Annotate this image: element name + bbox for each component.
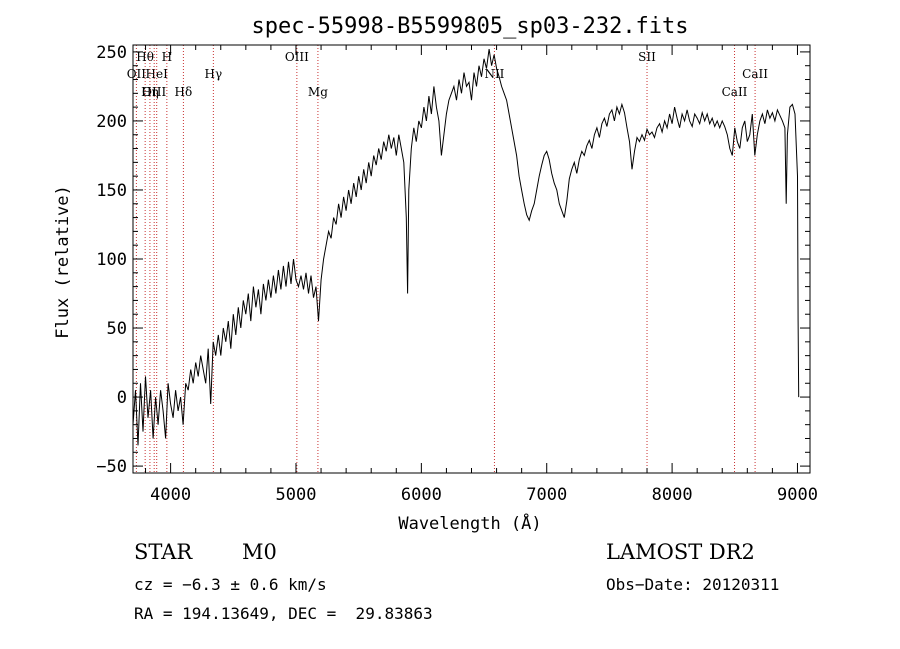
line-marker-label: CaII bbox=[722, 85, 748, 99]
ra-dec: RA = 194.13649, DEC = 29.83863 bbox=[134, 604, 433, 623]
plot-frame bbox=[132, 44, 811, 474]
x-tick-label: 9000 bbox=[777, 485, 818, 505]
line-marker-label: H bbox=[162, 50, 172, 64]
x-tick-label: 7000 bbox=[526, 485, 567, 505]
line-marker-label: OIII bbox=[285, 50, 309, 64]
line-marker-label: Hδ bbox=[175, 85, 193, 99]
y-tick-label: 250 bbox=[96, 43, 127, 63]
line-marker-label: Hη bbox=[141, 85, 159, 99]
line-marker-label: OIII bbox=[142, 85, 166, 99]
line-marker-label: SII bbox=[638, 50, 656, 64]
object-class: STAR bbox=[134, 540, 193, 564]
y-axis-label: Flux (relative) bbox=[53, 185, 73, 339]
y-tick-label: 50 bbox=[107, 319, 127, 339]
line-marker-label: Hγ bbox=[205, 67, 223, 81]
chart-title: spec-55998-B5599805_sp03-232.fits bbox=[251, 14, 688, 39]
line-marker-label: CaII bbox=[742, 67, 768, 81]
x-axis-label: Wavelength (Å) bbox=[398, 512, 541, 534]
object-subclass: M0 bbox=[242, 540, 277, 564]
redshift-cz: cz = −6.3 ± 0.6 km/s bbox=[134, 575, 327, 594]
y-tick-label: −50 bbox=[96, 457, 127, 477]
line-marker-label: HeI bbox=[146, 67, 169, 81]
observation-date: Obs−Date: 20120311 bbox=[606, 575, 780, 594]
line-marker-label: Mg bbox=[308, 85, 328, 99]
y-axis-ticks: −50 0 50 100 150 200 250 bbox=[96, 43, 810, 477]
line-marker-label: OII bbox=[127, 67, 147, 81]
y-tick-label: 100 bbox=[96, 250, 127, 270]
y-tick-label: 200 bbox=[96, 112, 127, 132]
x-axis-ticks: 4000 5000 6000 7000 8000 9000 bbox=[145, 45, 818, 505]
x-tick-label: 8000 bbox=[652, 485, 693, 505]
y-tick-label: 150 bbox=[96, 181, 127, 201]
spectrum-series bbox=[132, 49, 800, 446]
spectrum-line bbox=[132, 49, 800, 446]
x-tick-label: 6000 bbox=[401, 485, 442, 505]
y-tick-label: 0 bbox=[117, 388, 127, 408]
x-tick-label: 5000 bbox=[276, 485, 317, 505]
x-tick-label: 4000 bbox=[150, 485, 191, 505]
survey-name: LAMOST DR2 bbox=[606, 540, 755, 564]
line-marker-label: NII bbox=[484, 67, 504, 81]
